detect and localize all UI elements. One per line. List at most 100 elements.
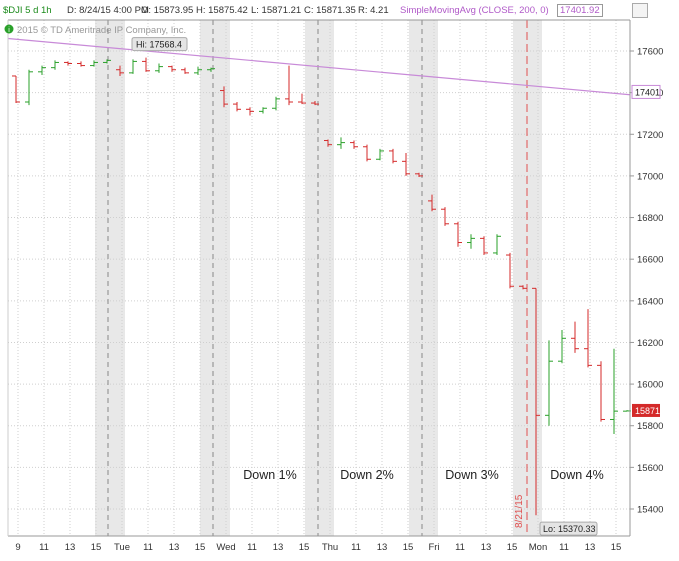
chart-labels: i 2015 © TD Ameritrade IP Company, Inc. Hi… <box>4 24 661 536</box>
price-bar <box>298 93 306 105</box>
x-tick-label: 15 <box>403 542 414 553</box>
price-bar <box>116 65 124 76</box>
shade-band <box>200 20 230 536</box>
price-bar <box>51 60 59 70</box>
x-tick-label: 15 <box>91 542 102 553</box>
price-bar <box>324 139 332 147</box>
price-bar <box>584 309 592 368</box>
chart-header: $DJI 5 d 1h D: 8/24/15 4:00 PM O: 15873.… <box>0 0 679 20</box>
x-tick-label: Mon <box>529 542 547 553</box>
y-tick-label: 16600 <box>637 255 663 266</box>
price-bar <box>285 65 293 106</box>
x-tick-label: 15 <box>195 542 206 553</box>
sma-price-label: 17401 <box>635 87 660 97</box>
price-bar <box>233 102 241 112</box>
x-tick-label: 15 <box>611 542 622 553</box>
price-bar <box>38 65 46 75</box>
annotation-down-3: Down 3% <box>445 468 499 482</box>
x-tick-label: 11 <box>143 542 153 553</box>
high-label: Hi: 17568.4 <box>136 40 182 50</box>
price-bar <box>597 361 605 422</box>
high-readout: H: 15875.42 <box>196 5 248 16</box>
price-bar <box>415 172 423 177</box>
y-tick-label: 17000 <box>637 171 663 182</box>
study-label[interactable]: SimpleMovingAvg (CLOSE, 200, 0) <box>400 5 549 16</box>
x-tick-label: Wed <box>216 542 235 553</box>
price-bar <box>493 234 501 256</box>
info-icon-glyph: i <box>8 27 10 34</box>
expand-icon[interactable] <box>632 3 648 18</box>
y-tick-label: 15800 <box>637 421 663 432</box>
price-bar <box>350 140 358 149</box>
price-bar <box>272 96 280 111</box>
info-icon[interactable] <box>4 24 14 34</box>
study-value: 17401.92 <box>557 4 603 17</box>
session-lines <box>107 20 528 536</box>
y-tick-label: 17200 <box>637 130 663 141</box>
low-badge <box>539 521 598 536</box>
price-bar <box>363 144 371 162</box>
price-bar <box>441 207 449 226</box>
price-bars <box>12 57 631 516</box>
price-bar <box>259 107 267 114</box>
price-bar <box>168 65 176 72</box>
price-bar <box>532 287 540 516</box>
close-readout: C: 15871.35 <box>304 5 356 16</box>
shade-band <box>305 20 334 536</box>
y-tick-label: 16400 <box>637 296 663 307</box>
price-bar <box>376 148 384 161</box>
price-bar <box>220 86 228 108</box>
x-tick-label: 11 <box>455 542 465 553</box>
sma-curve <box>7 37 631 96</box>
price-bar <box>12 75 20 104</box>
date-readout: D: 8/24/15 4:00 PM <box>67 5 149 16</box>
x-tick-label: 11 <box>247 542 257 553</box>
sma-price-flag <box>631 84 661 99</box>
price-bar <box>155 63 163 73</box>
date-marker-label: 8/21/15 <box>514 494 525 528</box>
grid-lines <box>8 20 630 536</box>
x-tick-label: 11 <box>39 542 49 553</box>
price-bar <box>90 60 98 67</box>
x-tick-label: 13 <box>377 542 388 553</box>
x-tick-label: 13 <box>169 542 180 553</box>
session-shading <box>95 20 542 536</box>
shade-band <box>409 20 438 536</box>
y-tick-label: 17600 <box>637 47 663 58</box>
x-tick-label: 13 <box>65 542 76 553</box>
annotation-down-4: Down 4% <box>550 468 604 482</box>
current-price-label: 15871 <box>635 406 660 416</box>
y-tick-label: 16000 <box>637 380 663 391</box>
price-bar <box>64 61 72 66</box>
price-bar <box>246 107 254 116</box>
high-badge <box>131 37 188 52</box>
current-price-flag <box>632 403 660 417</box>
price-bar <box>337 137 345 149</box>
price-bar <box>519 285 527 290</box>
x-tick-label: 9 <box>15 542 20 553</box>
annotation-down-1: Down 1% <box>243 468 297 482</box>
price-bar <box>389 148 397 164</box>
copyright-text: 2015 © TD Ameritrade IP Company, Inc. <box>17 25 186 36</box>
y-tick-label: 16800 <box>637 213 663 224</box>
price-bar <box>181 67 189 74</box>
x-tick-label: Tue <box>114 542 130 553</box>
price-bar <box>402 153 410 176</box>
price-bar <box>25 69 33 106</box>
y-tick-label: 15400 <box>637 505 663 516</box>
price-bar <box>480 236 488 256</box>
price-bar <box>103 59 111 64</box>
price-bar <box>506 252 514 289</box>
price-bar <box>545 340 553 426</box>
sma-line <box>7 37 631 96</box>
x-tick-label: 11 <box>559 542 569 553</box>
price-bar <box>571 321 579 353</box>
x-tick-label: 13 <box>273 542 284 553</box>
price-bar <box>558 329 566 364</box>
price-bar <box>311 100 319 106</box>
price-bar <box>428 194 436 212</box>
symbol-label[interactable]: $DJI 5 d 1h <box>3 5 52 16</box>
price-bar <box>194 66 202 75</box>
low-readout: L: 15871.21 <box>251 5 302 16</box>
